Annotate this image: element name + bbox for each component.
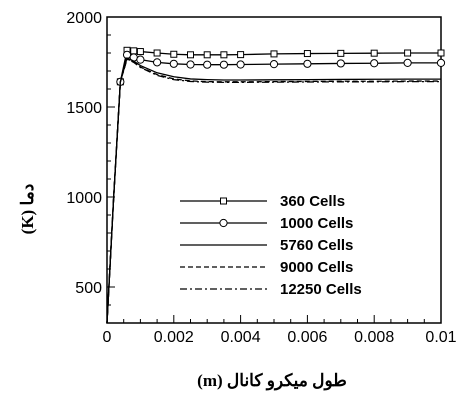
series-1-point (237, 51, 245, 59)
series-line-4 (106, 57, 441, 324)
series-2-point (370, 59, 379, 68)
legend-label: 5760 Cells (280, 237, 353, 254)
series-line-5 (106, 58, 441, 324)
x-axis-label: طول میکرو کانال (m) (197, 371, 347, 391)
series-2-point (236, 60, 245, 69)
series-line-3 (106, 57, 441, 324)
series-2-point (122, 50, 132, 59)
legend-label: 360 Cells (280, 193, 345, 210)
series-1-point (220, 51, 228, 59)
series-1-point (404, 49, 412, 57)
series-1-point (153, 49, 161, 57)
series-2-point (169, 59, 178, 68)
series-2-point (153, 58, 162, 67)
series-2-point (303, 59, 312, 68)
series-line-2 (106, 53, 441, 324)
series-1-point (130, 47, 138, 55)
x-tick-label: 0.002 (154, 329, 194, 346)
series-2-point (403, 58, 412, 68)
series-1-point (136, 48, 144, 56)
y-tick-label: 2000 (66, 10, 102, 27)
series-1-point (170, 50, 178, 58)
series-2-point (436, 58, 446, 68)
series-1-point (303, 50, 311, 58)
series-1-point (437, 49, 445, 57)
series-1-point (203, 51, 211, 59)
series-2-point (136, 55, 145, 64)
series-2-point (336, 59, 345, 68)
series-2-point (186, 60, 195, 69)
series-1-point (187, 51, 194, 59)
y-tick-label: 1000 (66, 190, 102, 207)
series-line-1 (106, 49, 441, 324)
series-2-point (269, 60, 279, 69)
x-tick-label: 0 (103, 329, 112, 346)
legend-label: 1000 Cells (280, 215, 353, 232)
x-tick-label: 0.004 (221, 329, 261, 346)
y-tick-label: 500 (75, 280, 102, 297)
y-axis-label: دما (K) (18, 184, 37, 235)
legend-label: 9000 Cells (280, 259, 353, 276)
y-tick-label: 1500 (66, 100, 102, 117)
x-tick-label: 0.01 (425, 329, 456, 346)
legend-marker (219, 218, 228, 228)
series-2-point (219, 60, 228, 69)
series-2-point (203, 60, 212, 69)
x-tick-label: 0.008 (354, 329, 394, 346)
series-1-point (337, 49, 345, 57)
x-tick-label: 0.006 (287, 329, 327, 346)
series-1-point (370, 49, 378, 57)
series-1-point (270, 50, 278, 58)
legend-marker (220, 197, 227, 205)
legend-label: 12250 Cells (280, 281, 362, 298)
